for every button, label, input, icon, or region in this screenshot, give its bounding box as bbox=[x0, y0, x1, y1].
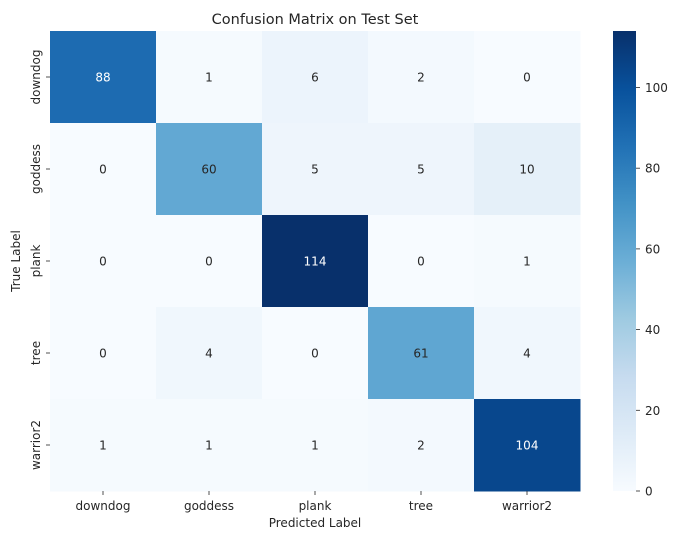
y-tick-label: tree bbox=[29, 341, 43, 365]
heatmap-cell bbox=[368, 123, 475, 216]
heatmap-cell bbox=[474, 399, 581, 492]
x-tick-label: goddess bbox=[184, 499, 234, 513]
heatmap-cell bbox=[156, 31, 263, 124]
cell-value-label: 5 bbox=[417, 163, 425, 177]
cell-value-label: 2 bbox=[417, 71, 425, 85]
cell-value-label: 2 bbox=[417, 439, 425, 453]
colorbar-tick-label: 60 bbox=[645, 242, 660, 256]
cell-value-label: 1 bbox=[311, 439, 319, 453]
cell-value-label: 88 bbox=[95, 71, 110, 85]
colorbar-tick-label: 40 bbox=[645, 323, 660, 337]
cell-value-label: 60 bbox=[201, 163, 216, 177]
x-tick-label: tree bbox=[409, 499, 433, 513]
cell-value-label: 1 bbox=[205, 71, 213, 85]
x-tick-label: downdog bbox=[76, 499, 131, 513]
heatmap-cell bbox=[262, 307, 369, 400]
cell-value-label: 0 bbox=[99, 255, 107, 269]
cell-value-label: 4 bbox=[523, 347, 531, 361]
heatmap-cell bbox=[474, 123, 581, 216]
cell-value-label: 114 bbox=[304, 255, 327, 269]
cell-value-label: 0 bbox=[523, 71, 531, 85]
cell-value-label: 0 bbox=[311, 347, 319, 361]
cell-value-label: 0 bbox=[99, 347, 107, 361]
heatmap-cells: 88 1 6 2 00 60 5 5 100 0 114 0 10 4 0 61 41 1 1 2 104 bbox=[50, 31, 581, 492]
cell-value-label: 1 bbox=[205, 439, 213, 453]
y-tick-label: downdog bbox=[29, 50, 43, 105]
heatmap-cell bbox=[262, 31, 369, 124]
heatmap-cell bbox=[474, 215, 581, 308]
cell-value-label: 0 bbox=[417, 255, 425, 269]
heatmap-cell bbox=[262, 215, 369, 308]
heatmap-cell bbox=[262, 123, 369, 216]
cell-value-label: 6 bbox=[311, 71, 319, 85]
colorbar-gradient bbox=[613, 31, 636, 491]
heatmap-cell bbox=[156, 215, 263, 308]
colorbar-tick-label: 0 bbox=[645, 485, 653, 499]
cell-value-label: 104 bbox=[516, 439, 539, 453]
colorbar-tick-label: 20 bbox=[645, 404, 660, 418]
heatmap-cell bbox=[474, 307, 581, 400]
heatmap-cell bbox=[262, 399, 369, 492]
heatmap-cell bbox=[50, 123, 157, 216]
heatmap-cell bbox=[156, 123, 263, 216]
y-axis-label: True Label bbox=[9, 230, 23, 293]
heatmap-cell bbox=[156, 399, 263, 492]
heatmap-cell bbox=[50, 399, 157, 492]
cell-value-label: 61 bbox=[413, 347, 428, 361]
colorbar: 0 20 40 60 80 100 bbox=[613, 31, 668, 499]
cell-value-label: 5 bbox=[311, 163, 319, 177]
x-axis-label: Predicted Label bbox=[269, 516, 362, 530]
heatmap-cell bbox=[368, 31, 475, 124]
cell-value-label: 0 bbox=[205, 255, 213, 269]
heatmap-cell bbox=[50, 215, 157, 308]
heatmap-cell bbox=[368, 307, 475, 400]
heatmap-cell bbox=[368, 215, 475, 308]
heatmap-cell bbox=[474, 31, 581, 124]
heatmap-cell bbox=[156, 307, 263, 400]
x-tick-label: plank bbox=[299, 499, 332, 513]
cell-value-label: 0 bbox=[99, 163, 107, 177]
x-tick-labels: downdog goddess plank tree warrior2 bbox=[76, 491, 552, 513]
cell-value-label: 4 bbox=[205, 347, 213, 361]
x-tick-label: warrior2 bbox=[502, 499, 552, 513]
colorbar-tick-label: 80 bbox=[645, 162, 660, 176]
heatmap-cell bbox=[368, 399, 475, 492]
y-tick-label: goddess bbox=[29, 144, 43, 194]
y-tick-label: warrior2 bbox=[29, 420, 43, 470]
heatmap-cell bbox=[50, 31, 157, 124]
cell-value-label: 10 bbox=[519, 163, 534, 177]
cell-value-label: 1 bbox=[99, 439, 107, 453]
colorbar-tick-label: 100 bbox=[645, 81, 668, 95]
y-tick-labels: downdog goddess plank tree warrior2 bbox=[29, 50, 50, 470]
colorbar-ticks: 0 20 40 60 80 100 bbox=[636, 81, 668, 499]
heatmap-cell bbox=[50, 307, 157, 400]
y-tick-label: plank bbox=[29, 245, 43, 278]
chart-title: Confusion Matrix on Test Set bbox=[212, 12, 419, 28]
cell-value-label: 1 bbox=[523, 255, 531, 269]
